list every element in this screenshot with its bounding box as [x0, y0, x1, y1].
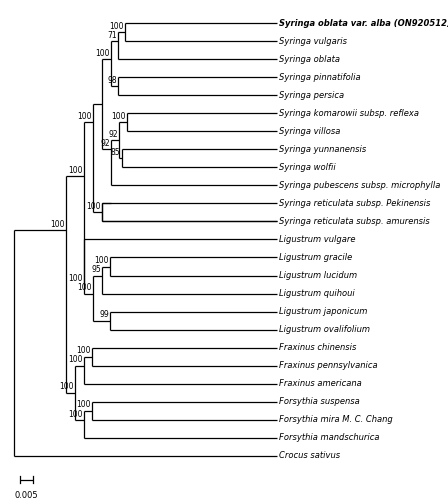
Text: Crocus sativus: Crocus sativus [279, 452, 340, 460]
Text: Fraxinus americana: Fraxinus americana [279, 379, 362, 388]
Text: 100: 100 [78, 112, 92, 121]
Text: Ligustrum ovalifolium: Ligustrum ovalifolium [279, 325, 370, 334]
Text: 100: 100 [68, 166, 82, 175]
Text: Fraxinus pennsylvanica: Fraxinus pennsylvanica [279, 361, 377, 370]
Text: 85: 85 [111, 148, 121, 157]
Text: Syringa wolfii: Syringa wolfii [279, 163, 336, 172]
Text: 100: 100 [59, 382, 73, 392]
Text: 100: 100 [68, 274, 82, 283]
Text: Ligustrum japonicum: Ligustrum japonicum [279, 307, 367, 316]
Text: 100: 100 [76, 346, 90, 356]
Text: Syringa komarowii subsp. reflexa: Syringa komarowii subsp. reflexa [279, 108, 418, 118]
Text: 100: 100 [109, 22, 123, 31]
Text: Syringa yunnanensis: Syringa yunnanensis [279, 145, 366, 154]
Text: 100: 100 [78, 284, 92, 292]
Text: Syringa reticulata subsp. amurensis: Syringa reticulata subsp. amurensis [279, 217, 429, 226]
Text: Ligustrum gracile: Ligustrum gracile [279, 253, 352, 262]
Text: Ligustrum quihoui: Ligustrum quihoui [279, 289, 354, 298]
Text: 100: 100 [95, 49, 110, 58]
Text: 100: 100 [95, 256, 109, 265]
Text: Forsythia suspensa: Forsythia suspensa [279, 398, 359, 406]
Text: 100: 100 [50, 220, 64, 229]
Text: 99: 99 [99, 310, 109, 320]
Text: Ligustrum lucidum: Ligustrum lucidum [279, 271, 357, 280]
Text: Fraxinus chinensis: Fraxinus chinensis [279, 343, 356, 352]
Text: 92: 92 [100, 139, 110, 148]
Text: Syringa pinnatifolia: Syringa pinnatifolia [279, 72, 360, 82]
Text: 100: 100 [86, 202, 101, 211]
Text: Syringa persica: Syringa persica [279, 90, 344, 100]
Text: Syringa oblata var. alba (ON920512): Syringa oblata var. alba (ON920512) [279, 18, 448, 28]
Text: Syringa pubescens subsp. microphylla: Syringa pubescens subsp. microphylla [279, 181, 440, 190]
Text: 98: 98 [107, 76, 116, 85]
Text: 95: 95 [91, 265, 101, 274]
Text: Forsythia mandschurica: Forsythia mandschurica [279, 434, 379, 442]
Text: 100: 100 [76, 400, 90, 409]
Text: Syringa reticulata subsp. Pekinensis: Syringa reticulata subsp. Pekinensis [279, 199, 430, 208]
Text: Syringa vulgaris: Syringa vulgaris [279, 36, 347, 46]
Text: 100: 100 [68, 356, 82, 364]
Text: Forsythia mira M. C. Chang: Forsythia mira M. C. Chang [279, 416, 392, 424]
Text: 71: 71 [107, 31, 116, 40]
Text: Ligustrum vulgare: Ligustrum vulgare [279, 235, 355, 244]
Text: 0.005: 0.005 [14, 490, 38, 500]
Text: Syringa villosa: Syringa villosa [279, 126, 340, 136]
Text: Syringa oblata: Syringa oblata [279, 54, 340, 64]
Text: 92: 92 [108, 130, 118, 139]
Text: 100: 100 [68, 410, 82, 418]
Text: 100: 100 [112, 112, 126, 121]
